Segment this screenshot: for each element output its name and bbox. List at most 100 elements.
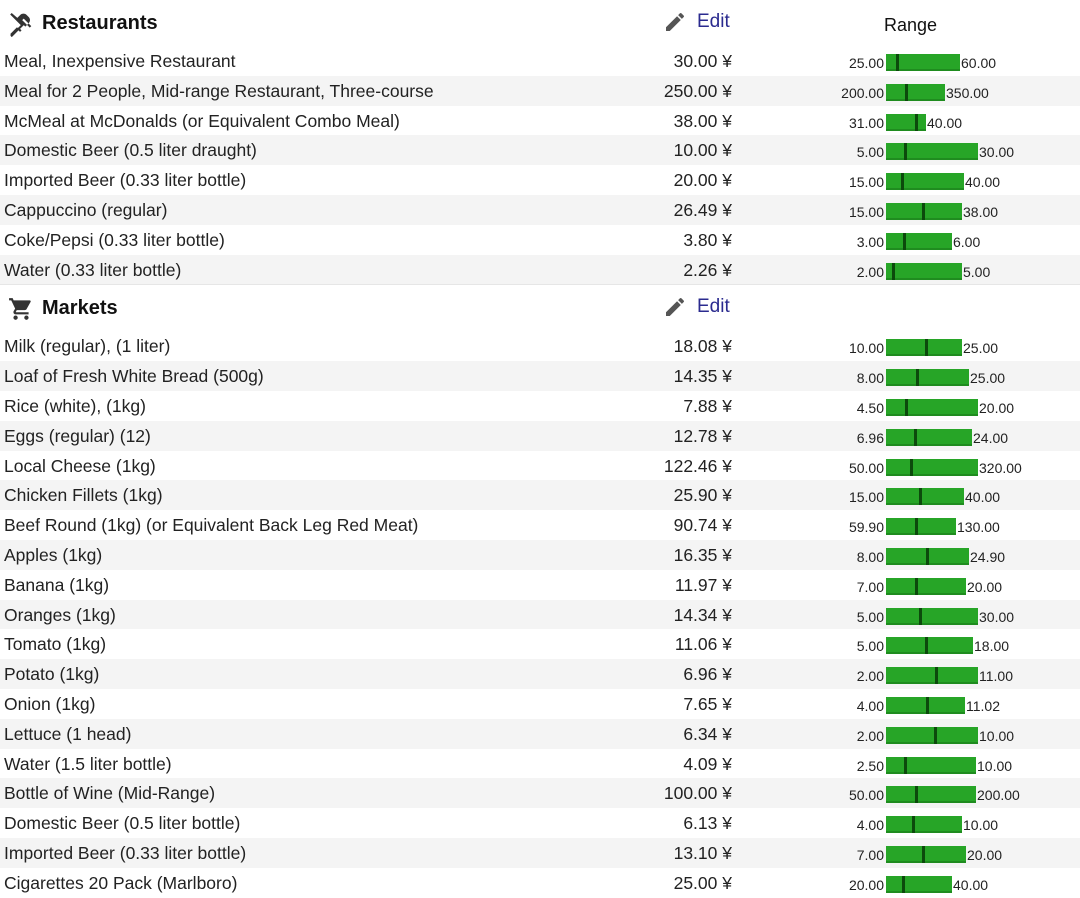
- table-row: Imported Beer (0.33 liter bottle) 20.00 ¥…: [0, 165, 1080, 195]
- item-price: 7.65 ¥: [683, 694, 732, 715]
- currency-symbol: ¥: [722, 544, 732, 565]
- price-marker: [914, 428, 917, 446]
- table-row: Lettuce (1 head) 6.34 ¥2.00 10.00: [0, 718, 1080, 749]
- currency-symbol: ¥: [722, 485, 732, 506]
- range-max: 130.00: [957, 519, 1000, 536]
- price-marker: [912, 816, 915, 834]
- item-price: 6.96 ¥: [683, 664, 732, 685]
- currency-symbol: ¥: [722, 783, 732, 804]
- item-name: Imported Beer (0.33 liter bottle): [4, 842, 247, 863]
- currency-symbol: ¥: [722, 604, 732, 625]
- range-max: 6.00: [953, 233, 981, 250]
- price-range: 31.00 40.00: [0, 106, 1080, 136]
- table-row: Cappuccino (regular) 26.49 ¥15.00 38.00: [0, 194, 1080, 225]
- item-price: 90.74 ¥: [674, 515, 732, 536]
- table-row: Rice (white), (1kg) 7.88 ¥4.50 20.00: [0, 391, 1080, 421]
- range-bar: [886, 143, 978, 161]
- item-price: 20.00 ¥: [674, 170, 732, 191]
- range-bar: [886, 786, 976, 804]
- table-row: Coke/Pepsi (0.33 liter bottle) 3.80 ¥3.00…: [0, 225, 1080, 255]
- price-value: 12.78: [673, 425, 718, 446]
- table-row: Loaf of Fresh White Bread (500g) 14.35 ¥8…: [0, 361, 1080, 391]
- item-price: 16.35 ¥: [674, 545, 732, 566]
- item-name: Chicken Fillets (1kg): [4, 485, 163, 506]
- currency-symbol: ¥: [722, 259, 732, 280]
- item-price: 14.34 ¥: [674, 605, 732, 626]
- range-max: 18.00: [974, 638, 1010, 655]
- price-value: 38.00: [673, 110, 718, 131]
- currency-symbol: ¥: [722, 872, 732, 893]
- item-price: 6.13 ¥: [683, 813, 732, 834]
- range-bar: [886, 369, 969, 387]
- price-marker: [925, 339, 928, 357]
- price-value: 25.00: [673, 872, 718, 893]
- price-range: 2.50 10.00: [0, 749, 1080, 779]
- section-title: Markets: [42, 297, 118, 320]
- range-min: 4.00: [856, 817, 884, 834]
- range-min: 200.00: [841, 84, 884, 101]
- price-marker: [902, 875, 905, 893]
- section-header-restaurants: Restaurants Edit Range: [0, 0, 1080, 46]
- range-min: 59.90: [848, 519, 884, 536]
- range-min: 4.50: [856, 399, 884, 416]
- item-name: Tomato (1kg): [4, 634, 107, 655]
- table-row: Water (0.33 liter bottle) 2.26 ¥2.00 5.00: [0, 254, 1080, 285]
- price-range: 10.00 25.00: [0, 331, 1080, 361]
- price-marker: [903, 232, 906, 250]
- price-value: 7.88: [683, 395, 718, 416]
- range-max: 10.00: [977, 757, 1013, 774]
- price-range: 2.00 5.00: [0, 255, 1080, 285]
- range-bar: [886, 232, 952, 250]
- range-bar: [886, 667, 978, 685]
- item-name: Potato (1kg): [4, 664, 100, 685]
- currency-symbol: ¥: [722, 634, 732, 655]
- price-marker: [915, 518, 918, 536]
- table-row: Local Cheese (1kg) 122.46 ¥50.00 320.00: [0, 451, 1080, 481]
- range-min: 8.00: [856, 370, 884, 387]
- price-range: 15.00 38.00: [0, 195, 1080, 225]
- price-marker: [934, 726, 937, 744]
- price-range: 5.00 30.00: [0, 600, 1080, 630]
- section-title: Restaurants: [42, 12, 158, 34]
- range-bar: [886, 113, 926, 131]
- currency-symbol: ¥: [722, 813, 732, 834]
- range-max: 200.00: [977, 787, 1020, 804]
- price-marker: [915, 786, 918, 804]
- range-bar: [886, 262, 962, 280]
- range-max: 40.00: [953, 876, 989, 893]
- item-name: Apples (1kg): [4, 544, 103, 565]
- price-range: 20.00 40.00: [0, 868, 1080, 898]
- range-min: 31.00: [848, 114, 884, 131]
- table-row: Onion (1kg) 7.65 ¥4.00 11.02: [0, 689, 1080, 719]
- edit-restaurants-link[interactable]: Edit: [663, 10, 730, 34]
- range-bar: [886, 875, 952, 893]
- range-bar: [886, 816, 962, 834]
- range-bar: [886, 696, 965, 714]
- range-min: 7.00: [856, 846, 884, 863]
- table-row: Chicken Fillets (1kg) 25.90 ¥15.00 40.00: [0, 480, 1080, 511]
- item-price: 12.78 ¥: [674, 426, 732, 447]
- price-marker: [926, 547, 929, 565]
- table-row: McMeal at McDonalds (or Equivalent Combo…: [0, 106, 1080, 136]
- price-marker: [904, 143, 907, 161]
- price-marker: [905, 83, 908, 101]
- range-max: 11.00: [979, 668, 1013, 685]
- item-name: Domestic Beer (0.5 liter bottle): [4, 813, 241, 834]
- range-min: 10.00: [848, 340, 884, 357]
- currency-symbol: ¥: [722, 140, 732, 161]
- item-name: Onion (1kg): [4, 693, 96, 714]
- item-name: Rice (white), (1kg): [4, 395, 146, 416]
- currency-symbol: ¥: [722, 110, 732, 131]
- edit-markets-link[interactable]: Edit: [663, 295, 730, 319]
- table-row: Water (1.5 liter bottle) 4.09 ¥2.50 10.00: [0, 749, 1080, 779]
- price-value: 18.08: [673, 336, 718, 357]
- range-max: 20.00: [967, 846, 1003, 863]
- range-min: 2.00: [856, 263, 884, 280]
- range-min: 2.00: [856, 727, 884, 744]
- price-value: 13.10: [673, 842, 718, 863]
- fork-knife-icon: [8, 11, 34, 38]
- item-name: Eggs (regular) (12): [4, 425, 151, 446]
- table-row: Meal for 2 People, Mid-range Restaurant,…: [0, 75, 1080, 106]
- range-max: 10.00: [979, 727, 1015, 744]
